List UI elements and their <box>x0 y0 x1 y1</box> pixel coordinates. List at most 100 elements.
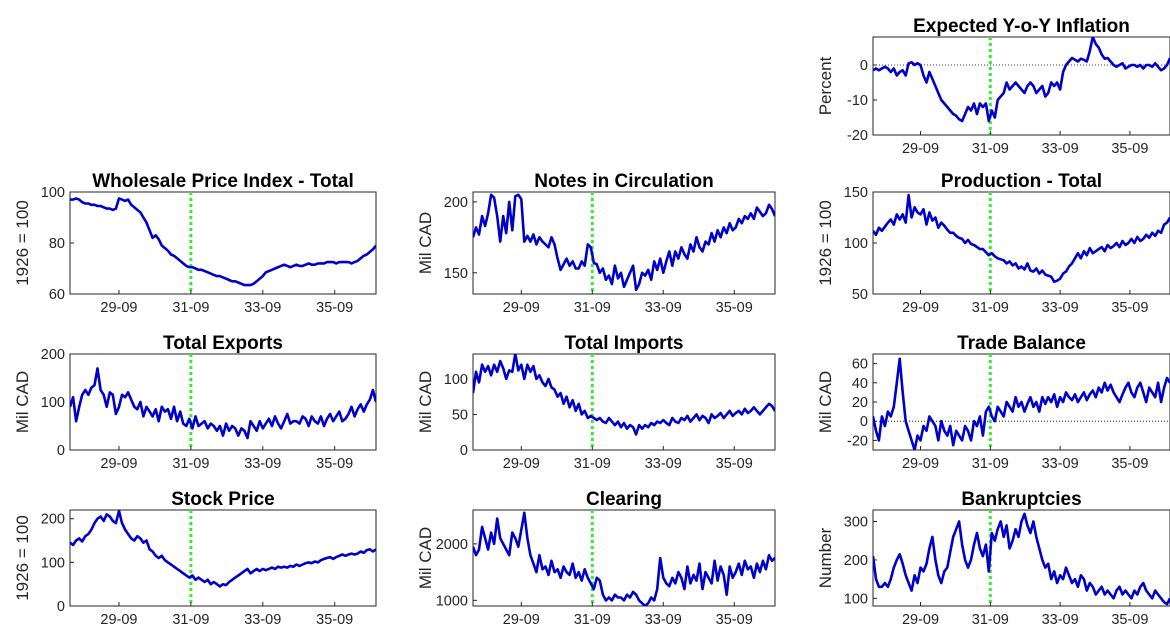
plot-frame <box>472 353 776 451</box>
x-tick-label: 31-09 <box>972 141 1009 157</box>
y-tick-label: 0 <box>57 443 65 459</box>
x-tick-label: 31-09 <box>972 300 1009 316</box>
chart-title: Total Exports <box>163 333 283 354</box>
y-tick-label: 100 <box>844 236 868 252</box>
y-tick-label: 200 <box>444 195 468 211</box>
y-axis-label: Mil CAD <box>416 371 435 433</box>
x-tick-label: 35-09 <box>1111 456 1148 472</box>
x-tick-label: 35-09 <box>1111 612 1148 628</box>
y-axis-label: Mil CAD <box>416 212 435 274</box>
y-tick-label: 150 <box>844 185 868 201</box>
x-tick-label: 29-09 <box>100 300 137 316</box>
x-tick-label: 29-09 <box>902 300 939 316</box>
x-tick-label: 33-09 <box>244 456 281 472</box>
y-tick-label: -20 <box>847 433 868 449</box>
chart-title: Total Imports <box>565 333 684 354</box>
x-tick-label: 35-09 <box>716 456 753 472</box>
y-tick-label: 50 <box>452 407 468 423</box>
y-axis-label: Number <box>816 527 835 588</box>
x-tick-label: 33-09 <box>1042 300 1079 316</box>
x-tick-label: 29-09 <box>100 456 137 472</box>
plot-frame <box>472 509 776 607</box>
chart-title: Stock Price <box>171 489 275 510</box>
x-tick-label: 31-09 <box>972 612 1009 628</box>
x-tick-label: 29-09 <box>503 300 540 316</box>
y-tick-label: 0 <box>860 58 868 74</box>
y-axis-label: 1926 = 100 <box>816 200 835 286</box>
chart-title: Expected Y-o-Y Inflation <box>913 16 1130 37</box>
x-tick-label: 29-09 <box>100 612 137 628</box>
chart-panel-production: 50 100 150 29-09 31-09 33-09 35-09 Production -… <box>816 171 1170 316</box>
y-axis-label: Mil CAD <box>816 371 835 433</box>
series-line <box>873 37 1170 123</box>
x-tick-label: 33-09 <box>244 612 281 628</box>
y-tick-label: 0 <box>57 599 65 615</box>
x-tick-label: 35-09 <box>716 612 753 628</box>
y-tick-label: 80 <box>49 236 65 252</box>
y-tick-label: 2000 <box>436 537 468 553</box>
x-tick-label: 31-09 <box>172 612 209 628</box>
x-tick-label: 31-09 <box>574 456 611 472</box>
series-line <box>873 512 1170 606</box>
y-tick-label: -10 <box>847 93 868 109</box>
x-tick-label: 31-09 <box>574 300 611 316</box>
x-tick-label: 29-09 <box>902 612 939 628</box>
x-tick-label: 29-09 <box>503 612 540 628</box>
y-tick-label: 200 <box>844 553 868 569</box>
y-tick-label: 0 <box>860 414 868 430</box>
y-tick-label: 300 <box>844 515 868 531</box>
chart-title: Notes in Circulation <box>534 171 713 192</box>
x-tick-label: 29-09 <box>902 456 939 472</box>
chart-panel-inflation: -20 -10 0 29-09 31-09 33-09 35-09 Expected Y-o-… <box>816 16 1170 157</box>
x-tick-label: 31-09 <box>972 456 1009 472</box>
y-tick-label: 1000 <box>436 593 468 609</box>
y-tick-label: -20 <box>847 128 868 144</box>
y-axis-label: Mil CAD <box>13 371 32 433</box>
x-tick-label: 33-09 <box>1042 612 1079 628</box>
chart-panel-trade: -20 0 20 40 60 29-09 31-09 33-09 35-09 Trade Bala… <box>816 333 1170 472</box>
x-tick-label: 33-09 <box>645 300 682 316</box>
chart-panel-stock: 0 100 200 29-09 31-09 33-09 35-09 Stock Price 19… <box>13 489 377 628</box>
y-tick-label: 60 <box>49 287 65 303</box>
y-tick-label: 100 <box>41 395 65 411</box>
series-line <box>473 511 775 606</box>
y-axis-label: 1926 = 100 <box>13 200 32 286</box>
chart-panel-exports: 0 100 200 29-09 31-09 33-09 35-09 Total Exports… <box>13 333 377 472</box>
x-tick-label: 33-09 <box>645 612 682 628</box>
x-tick-label: 33-09 <box>244 300 281 316</box>
plot-frame <box>69 509 377 607</box>
chart-panel-bankruptcies: 100 200 300 29-09 31-09 33-09 35-09 Bankruptcie… <box>816 489 1170 628</box>
chart-title: Trade Balance <box>957 333 1086 354</box>
x-tick-label: 33-09 <box>1042 141 1079 157</box>
x-tick-label: 35-09 <box>716 300 753 316</box>
y-tick-label: 20 <box>852 395 868 411</box>
x-tick-label: 31-09 <box>172 300 209 316</box>
series-line <box>70 197 376 287</box>
y-tick-label: 150 <box>444 266 468 282</box>
plot-frame <box>472 191 776 295</box>
chart-panel-wpi: 60 80 100 29-09 31-09 33-09 35-09 Wholesale Pri… <box>13 171 377 316</box>
x-tick-label: 35-09 <box>316 456 353 472</box>
y-tick-label: 100 <box>41 555 65 571</box>
series-line <box>873 357 1170 450</box>
series-line <box>873 193 1170 284</box>
chart-title: Wholesale Price Index - Total <box>92 171 354 192</box>
chart-panel-clearing: 1000 2000 29-09 31-09 33-09 35-09 Clearing Mil … <box>416 489 776 628</box>
y-tick-label: 40 <box>852 376 868 392</box>
y-tick-label: 50 <box>852 287 868 303</box>
y-tick-label: 200 <box>41 512 65 528</box>
plot-frame <box>872 36 1170 136</box>
chart-title: Production - Total <box>941 171 1102 192</box>
y-tick-label: 100 <box>844 591 868 607</box>
x-tick-label: 33-09 <box>645 456 682 472</box>
chart-panel-imports: 0 50 100 29-09 31-09 33-09 35-09 Total Imports M… <box>416 333 776 472</box>
y-axis-label: Percent <box>816 56 835 115</box>
series-line <box>473 354 775 436</box>
series-line <box>473 193 775 292</box>
x-tick-label: 33-09 <box>1042 456 1079 472</box>
x-tick-label: 35-09 <box>1111 141 1148 157</box>
chart-title: Clearing <box>586 489 662 510</box>
series-line <box>70 367 376 440</box>
x-tick-label: 29-09 <box>503 456 540 472</box>
